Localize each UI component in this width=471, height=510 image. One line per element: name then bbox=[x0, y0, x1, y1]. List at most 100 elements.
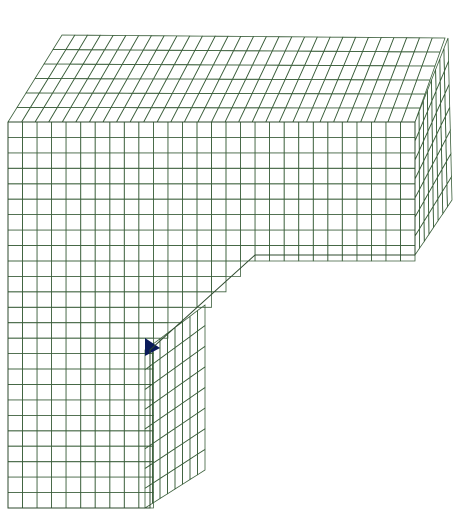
mesh-cell bbox=[22, 152, 38, 169]
mesh-cell bbox=[83, 92, 107, 108]
mesh-cell bbox=[445, 129, 452, 164]
mesh-cell bbox=[51, 368, 67, 385]
mesh-cell bbox=[65, 198, 82, 216]
mesh-cell bbox=[94, 368, 111, 385]
mesh-cell bbox=[385, 229, 401, 246]
mesh-cell bbox=[87, 63, 110, 80]
side-face-lower bbox=[144, 304, 206, 509]
mesh-cell bbox=[283, 183, 300, 200]
mesh-cell bbox=[51, 322, 67, 339]
mesh-cell bbox=[254, 167, 271, 185]
mesh-cell bbox=[427, 183, 434, 216]
mesh-cell bbox=[196, 198, 212, 216]
mesh-cell bbox=[80, 353, 96, 370]
mesh-cell bbox=[94, 291, 111, 308]
mesh-cell bbox=[167, 387, 176, 415]
mesh-cell bbox=[269, 136, 285, 154]
mesh-cell bbox=[194, 35, 216, 51]
mesh-cell bbox=[159, 432, 168, 460]
mesh-cell bbox=[51, 476, 67, 494]
mesh-cell bbox=[36, 384, 52, 401]
mesh-cell bbox=[152, 183, 169, 200]
mesh-cell bbox=[126, 64, 149, 80]
mesh-cell bbox=[167, 306, 183, 324]
mesh-cell bbox=[168, 35, 191, 51]
mesh-cell bbox=[189, 350, 198, 379]
mesh-cell bbox=[181, 229, 198, 246]
mesh-cell bbox=[7, 322, 23, 339]
mesh-cell bbox=[94, 322, 111, 339]
mesh-cell bbox=[370, 214, 387, 231]
mesh-cell bbox=[341, 198, 358, 216]
mesh-cell bbox=[36, 229, 52, 246]
mesh-cell bbox=[254, 214, 271, 231]
mesh-cell bbox=[211, 198, 227, 216]
mesh-cell bbox=[143, 107, 166, 123]
mesh-cell bbox=[327, 229, 343, 246]
mesh-cell bbox=[36, 275, 52, 293]
mesh-cell bbox=[198, 78, 220, 94]
mesh-cell bbox=[65, 430, 82, 447]
mesh-cell bbox=[80, 368, 96, 385]
mesh-cell bbox=[400, 229, 416, 246]
mesh-cell bbox=[51, 399, 67, 416]
mesh-cell bbox=[269, 183, 285, 200]
mesh-cell bbox=[22, 384, 38, 401]
mesh-cell bbox=[43, 49, 67, 65]
mesh-cell bbox=[109, 198, 125, 216]
mesh-cell bbox=[51, 461, 67, 478]
mesh-cell bbox=[232, 35, 255, 52]
mesh-cell bbox=[94, 167, 111, 185]
mesh-cell bbox=[109, 214, 125, 231]
mesh-cell bbox=[211, 260, 227, 277]
mesh-cell bbox=[138, 152, 154, 169]
mesh-cell bbox=[370, 229, 387, 246]
mesh-cell bbox=[103, 34, 127, 51]
mesh-cell bbox=[134, 49, 157, 65]
mesh-cell bbox=[123, 399, 140, 416]
mesh-cell bbox=[444, 107, 451, 140]
mesh-cell bbox=[269, 214, 285, 231]
mesh-cell bbox=[22, 368, 38, 385]
mesh-cell bbox=[51, 198, 67, 216]
mesh-cell bbox=[94, 461, 111, 478]
mesh-cell bbox=[65, 136, 82, 154]
mesh-cell bbox=[80, 461, 96, 478]
mesh-cell bbox=[400, 245, 416, 262]
mesh-cell bbox=[225, 152, 242, 169]
mesh-cell bbox=[341, 183, 358, 200]
mesh-cell bbox=[400, 198, 416, 216]
mesh-cell bbox=[51, 152, 67, 169]
mesh-cell bbox=[181, 152, 198, 169]
mesh-cell bbox=[22, 136, 38, 154]
mesh-cell bbox=[196, 260, 212, 277]
mesh-cell bbox=[196, 214, 212, 231]
mesh-cell bbox=[36, 430, 52, 447]
mesh-cell bbox=[123, 136, 140, 154]
mesh-cell bbox=[36, 152, 52, 169]
mesh-cell bbox=[211, 214, 227, 231]
mesh-cell bbox=[312, 167, 329, 185]
mesh-cell bbox=[7, 353, 23, 370]
mesh-cell bbox=[144, 442, 153, 470]
mesh-cell bbox=[370, 245, 387, 262]
mesh-cell bbox=[7, 337, 23, 355]
mesh-cell bbox=[138, 136, 154, 154]
mesh-cell bbox=[65, 34, 89, 51]
mesh-cell bbox=[150, 92, 173, 109]
mesh-cell bbox=[36, 198, 52, 216]
mesh-cell bbox=[174, 361, 183, 389]
mesh-cell bbox=[254, 198, 271, 216]
mesh-cell bbox=[51, 167, 67, 185]
mesh-cell bbox=[7, 214, 23, 231]
mesh-cell bbox=[109, 260, 125, 277]
mesh-cell bbox=[196, 275, 212, 293]
mesh-cell bbox=[94, 492, 111, 509]
mesh-cell bbox=[341, 121, 358, 138]
mesh-cell bbox=[80, 121, 96, 138]
mesh-cell bbox=[174, 341, 183, 369]
mesh-cell bbox=[181, 245, 198, 262]
mesh-cell bbox=[211, 275, 227, 293]
mesh-cell bbox=[182, 335, 191, 364]
mesh-cell bbox=[385, 136, 401, 154]
